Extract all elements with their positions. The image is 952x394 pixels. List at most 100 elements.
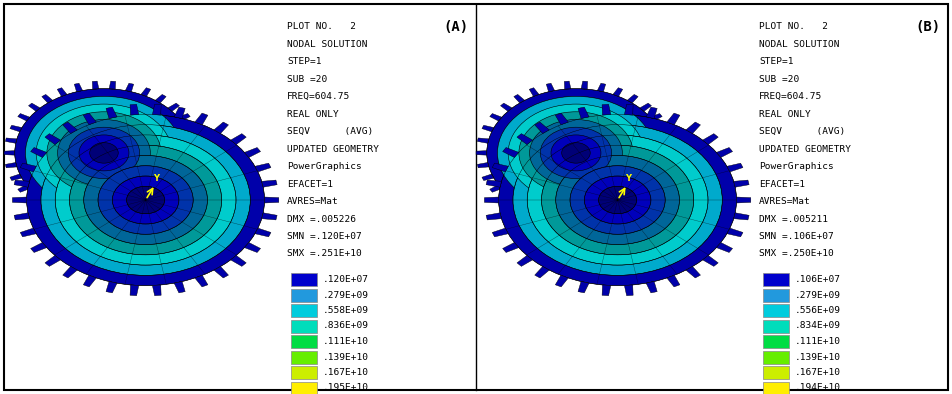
Text: Y: Y (625, 174, 631, 183)
Polygon shape (193, 151, 204, 155)
Text: .167E+10: .167E+10 (323, 368, 369, 377)
Ellipse shape (508, 104, 644, 202)
Polygon shape (141, 209, 150, 218)
Polygon shape (503, 243, 519, 253)
Ellipse shape (562, 143, 590, 163)
Polygon shape (6, 162, 17, 168)
Polygon shape (578, 107, 589, 119)
Polygon shape (685, 266, 701, 278)
Polygon shape (625, 104, 633, 115)
Bar (764, 366, 789, 379)
Bar (764, 335, 789, 348)
Polygon shape (597, 214, 605, 223)
Polygon shape (45, 134, 61, 145)
Ellipse shape (41, 125, 250, 275)
Text: SUB =20: SUB =20 (759, 74, 800, 84)
Ellipse shape (542, 145, 694, 255)
Polygon shape (514, 203, 525, 211)
Bar (291, 381, 317, 394)
Polygon shape (155, 95, 166, 103)
Polygon shape (503, 147, 519, 158)
Ellipse shape (541, 127, 611, 178)
Polygon shape (486, 213, 502, 220)
Polygon shape (6, 138, 17, 143)
Polygon shape (57, 88, 67, 97)
Text: SUB =20: SUB =20 (288, 74, 327, 84)
Bar (291, 304, 317, 317)
Polygon shape (20, 163, 36, 172)
Text: .279E+09: .279E+09 (795, 290, 842, 299)
Polygon shape (529, 209, 539, 218)
Polygon shape (230, 134, 247, 145)
Ellipse shape (98, 166, 193, 234)
Polygon shape (555, 275, 568, 287)
Polygon shape (517, 255, 532, 266)
Polygon shape (168, 195, 179, 203)
Polygon shape (214, 266, 228, 278)
Ellipse shape (84, 156, 208, 245)
Polygon shape (666, 113, 680, 125)
Polygon shape (476, 151, 486, 155)
Polygon shape (565, 217, 571, 225)
Polygon shape (141, 88, 150, 97)
Polygon shape (109, 217, 115, 225)
Polygon shape (20, 228, 36, 237)
Polygon shape (30, 243, 47, 253)
Bar (764, 381, 789, 394)
Polygon shape (627, 95, 638, 103)
Text: SEQV      (AVG): SEQV (AVG) (759, 127, 845, 136)
Bar (291, 273, 317, 286)
Ellipse shape (585, 176, 651, 224)
Bar (764, 304, 789, 317)
Polygon shape (126, 83, 133, 92)
Polygon shape (12, 197, 27, 203)
Bar (764, 288, 789, 301)
Polygon shape (45, 255, 61, 266)
Text: SMX =.250E+10: SMX =.250E+10 (759, 249, 834, 258)
Text: .111E+10: .111E+10 (795, 337, 842, 346)
Polygon shape (663, 138, 675, 143)
Polygon shape (84, 113, 96, 125)
Ellipse shape (36, 104, 171, 202)
Ellipse shape (556, 156, 680, 245)
Polygon shape (42, 203, 52, 211)
Ellipse shape (498, 97, 654, 210)
Polygon shape (482, 174, 494, 180)
Polygon shape (517, 134, 532, 145)
Polygon shape (152, 285, 161, 296)
Polygon shape (63, 122, 77, 134)
Polygon shape (63, 266, 77, 278)
Polygon shape (640, 103, 651, 112)
Polygon shape (477, 138, 489, 143)
Polygon shape (57, 209, 67, 218)
Polygon shape (501, 195, 512, 203)
Polygon shape (74, 83, 83, 92)
Polygon shape (10, 174, 22, 180)
Polygon shape (30, 147, 47, 158)
Polygon shape (597, 83, 605, 92)
Ellipse shape (551, 135, 601, 171)
Polygon shape (485, 197, 499, 203)
Ellipse shape (26, 97, 183, 210)
Polygon shape (195, 275, 208, 287)
Ellipse shape (527, 135, 708, 265)
Text: REAL ONLY: REAL ONLY (288, 110, 339, 119)
Polygon shape (514, 95, 525, 103)
Polygon shape (109, 81, 115, 89)
Polygon shape (535, 266, 549, 278)
Polygon shape (727, 163, 743, 172)
Ellipse shape (513, 125, 723, 275)
Polygon shape (152, 104, 161, 115)
Text: STEP=1: STEP=1 (759, 57, 794, 66)
Polygon shape (578, 281, 589, 293)
Polygon shape (546, 83, 555, 92)
Text: .836E+09: .836E+09 (323, 322, 369, 331)
Polygon shape (658, 125, 670, 132)
Ellipse shape (15, 89, 193, 217)
Polygon shape (42, 95, 52, 103)
Text: FREQ=604.75: FREQ=604.75 (759, 92, 823, 101)
Polygon shape (92, 217, 99, 225)
Polygon shape (627, 203, 638, 211)
Ellipse shape (486, 89, 665, 217)
Polygon shape (230, 255, 247, 266)
